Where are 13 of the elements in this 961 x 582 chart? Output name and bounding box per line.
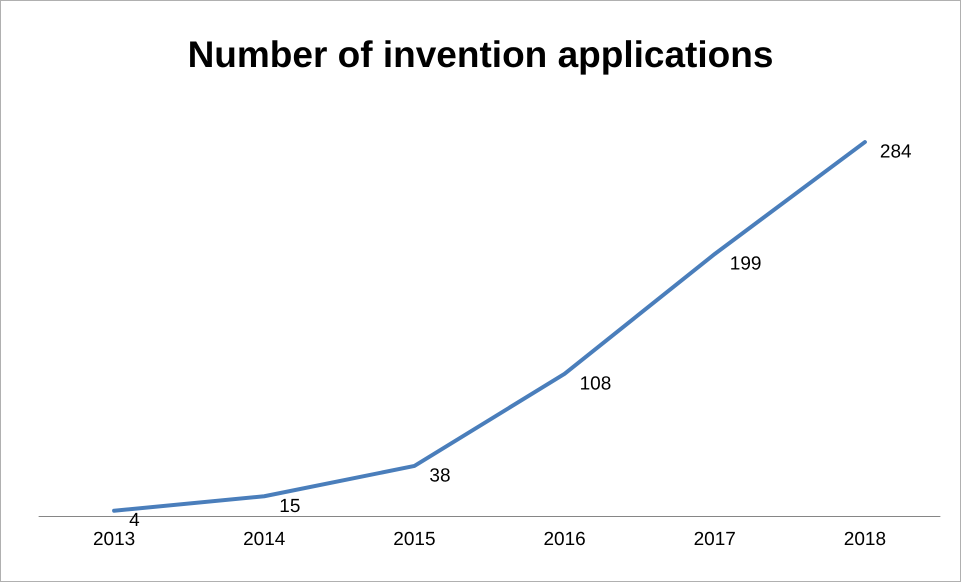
chart-title: Number of invention applications — [188, 34, 774, 75]
data-label: 284 — [880, 142, 912, 163]
data-label: 15 — [279, 496, 300, 517]
x-tick-label: 2017 — [694, 529, 736, 550]
data-label: 108 — [580, 373, 612, 394]
x-tick-label: 2016 — [543, 529, 586, 550]
data-label: 38 — [429, 465, 451, 486]
data-label: 199 — [730, 253, 762, 274]
x-tick-label: 2018 — [844, 529, 886, 550]
data-label: 4 — [129, 510, 140, 532]
x-tick-label: 2015 — [393, 529, 436, 550]
x-tick-label: 2014 — [243, 529, 286, 550]
x-tick-label: 2013 — [92, 529, 136, 550]
